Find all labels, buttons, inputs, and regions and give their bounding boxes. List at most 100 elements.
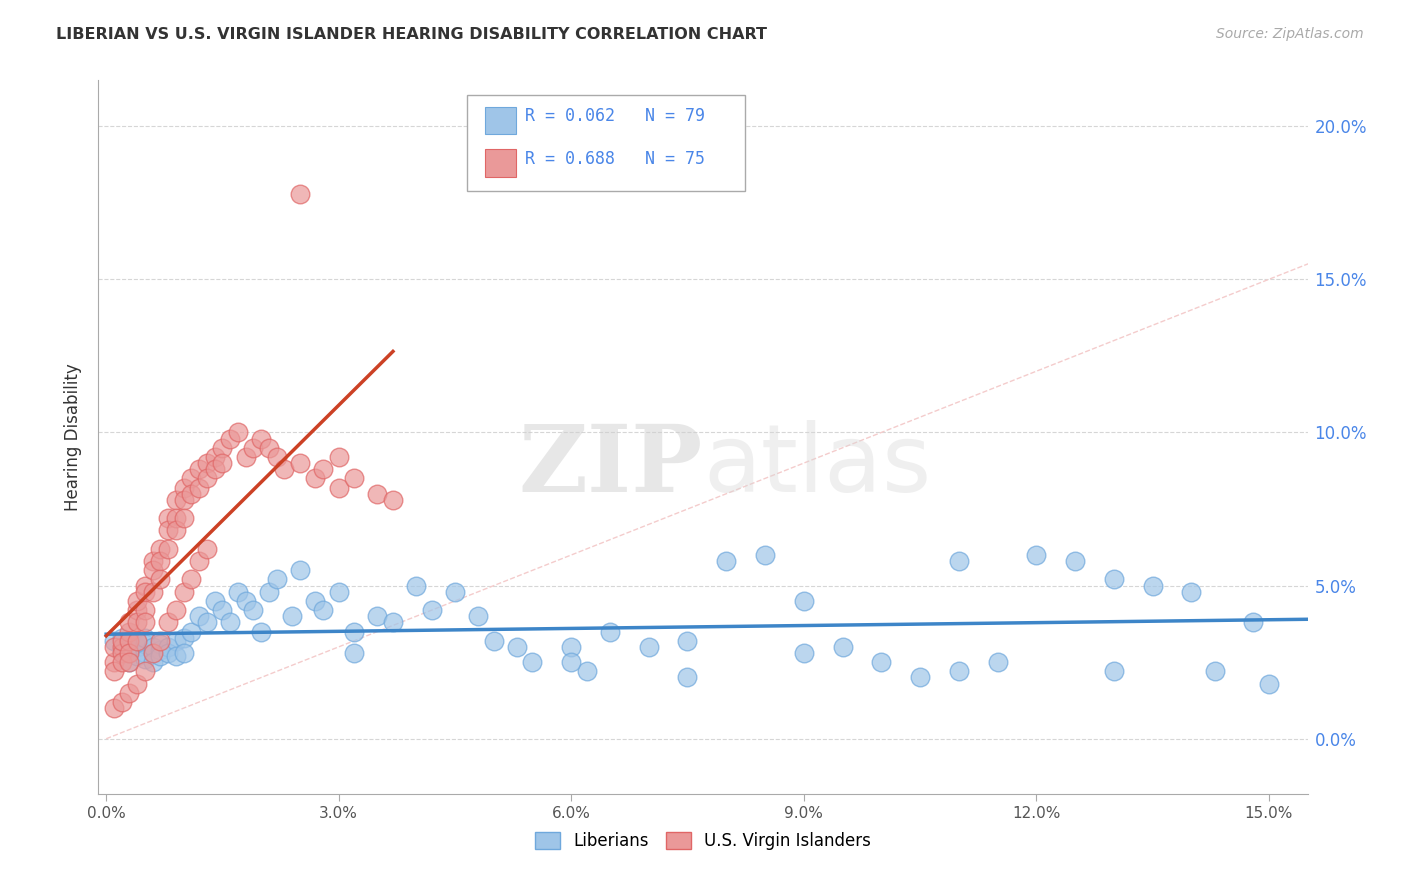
Point	[134, 603, 156, 617]
Point	[134, 584, 156, 599]
Point	[127, 640, 149, 654]
Point	[328, 584, 350, 599]
Point	[149, 573, 172, 587]
Point	[250, 432, 273, 446]
Point	[127, 594, 149, 608]
Point	[188, 481, 211, 495]
Point	[1204, 665, 1226, 679]
Bar	[485, 107, 516, 134]
Point	[195, 615, 218, 630]
Point	[1102, 665, 1125, 679]
Point	[948, 554, 970, 568]
Point	[157, 524, 180, 538]
Point	[219, 432, 242, 446]
Point	[127, 676, 149, 690]
Point	[142, 646, 165, 660]
Point	[134, 652, 156, 666]
Point	[676, 671, 699, 685]
Text: R = 0.062   N = 79: R = 0.062 N = 79	[526, 107, 706, 125]
Point	[273, 462, 295, 476]
Point	[195, 471, 218, 485]
Point	[948, 665, 970, 679]
Point	[986, 655, 1008, 669]
Point	[103, 665, 125, 679]
Point	[103, 701, 125, 715]
Point	[157, 511, 180, 525]
Point	[111, 640, 134, 654]
Point	[235, 594, 257, 608]
Point	[118, 686, 141, 700]
Point	[637, 640, 659, 654]
Point	[1102, 573, 1125, 587]
FancyBboxPatch shape	[467, 95, 745, 191]
Point	[366, 609, 388, 624]
Point	[127, 615, 149, 630]
Point	[142, 646, 165, 660]
Point	[575, 665, 598, 679]
Point	[257, 441, 280, 455]
Point	[111, 655, 134, 669]
Point	[226, 425, 249, 440]
Point	[111, 633, 134, 648]
Point	[173, 584, 195, 599]
Point	[560, 640, 582, 654]
Point	[266, 450, 288, 464]
Point	[226, 584, 249, 599]
Point	[1142, 579, 1164, 593]
Point	[506, 640, 529, 654]
Point	[134, 579, 156, 593]
Point	[235, 450, 257, 464]
Point	[204, 450, 226, 464]
Point	[180, 487, 202, 501]
Point	[149, 541, 172, 556]
Point	[149, 554, 172, 568]
Point	[180, 573, 202, 587]
Point	[366, 487, 388, 501]
Point	[165, 603, 187, 617]
Point	[111, 695, 134, 709]
Point	[211, 441, 233, 455]
Point	[118, 640, 141, 654]
Point	[204, 594, 226, 608]
Point	[1064, 554, 1087, 568]
Point	[118, 624, 141, 639]
Point	[127, 633, 149, 648]
Point	[1257, 676, 1279, 690]
Point	[118, 646, 141, 660]
Text: R = 0.688   N = 75: R = 0.688 N = 75	[526, 150, 706, 168]
Point	[111, 646, 134, 660]
Point	[127, 603, 149, 617]
Point	[118, 633, 141, 648]
Point	[142, 655, 165, 669]
Point	[599, 624, 621, 639]
Text: atlas: atlas	[703, 419, 931, 512]
Point	[165, 492, 187, 507]
Point	[103, 640, 125, 654]
Point	[343, 624, 366, 639]
Point	[173, 646, 195, 660]
Point	[180, 624, 202, 639]
Point	[142, 640, 165, 654]
Point	[173, 481, 195, 495]
Point	[211, 456, 233, 470]
Point	[467, 609, 489, 624]
Text: LIBERIAN VS U.S. VIRGIN ISLANDER HEARING DISABILITY CORRELATION CHART: LIBERIAN VS U.S. VIRGIN ISLANDER HEARING…	[56, 27, 768, 42]
Point	[134, 615, 156, 630]
Point	[118, 655, 141, 669]
Point	[482, 633, 505, 648]
Point	[111, 631, 134, 645]
Point	[149, 637, 172, 651]
Point	[343, 471, 366, 485]
Point	[257, 584, 280, 599]
Point	[111, 646, 134, 660]
Point	[793, 646, 815, 660]
Point	[381, 492, 404, 507]
Point	[127, 633, 149, 648]
Point	[118, 655, 141, 669]
Point	[165, 511, 187, 525]
Point	[754, 548, 776, 562]
Point	[381, 615, 404, 630]
Point	[522, 655, 544, 669]
Point	[312, 603, 335, 617]
Point	[173, 511, 195, 525]
